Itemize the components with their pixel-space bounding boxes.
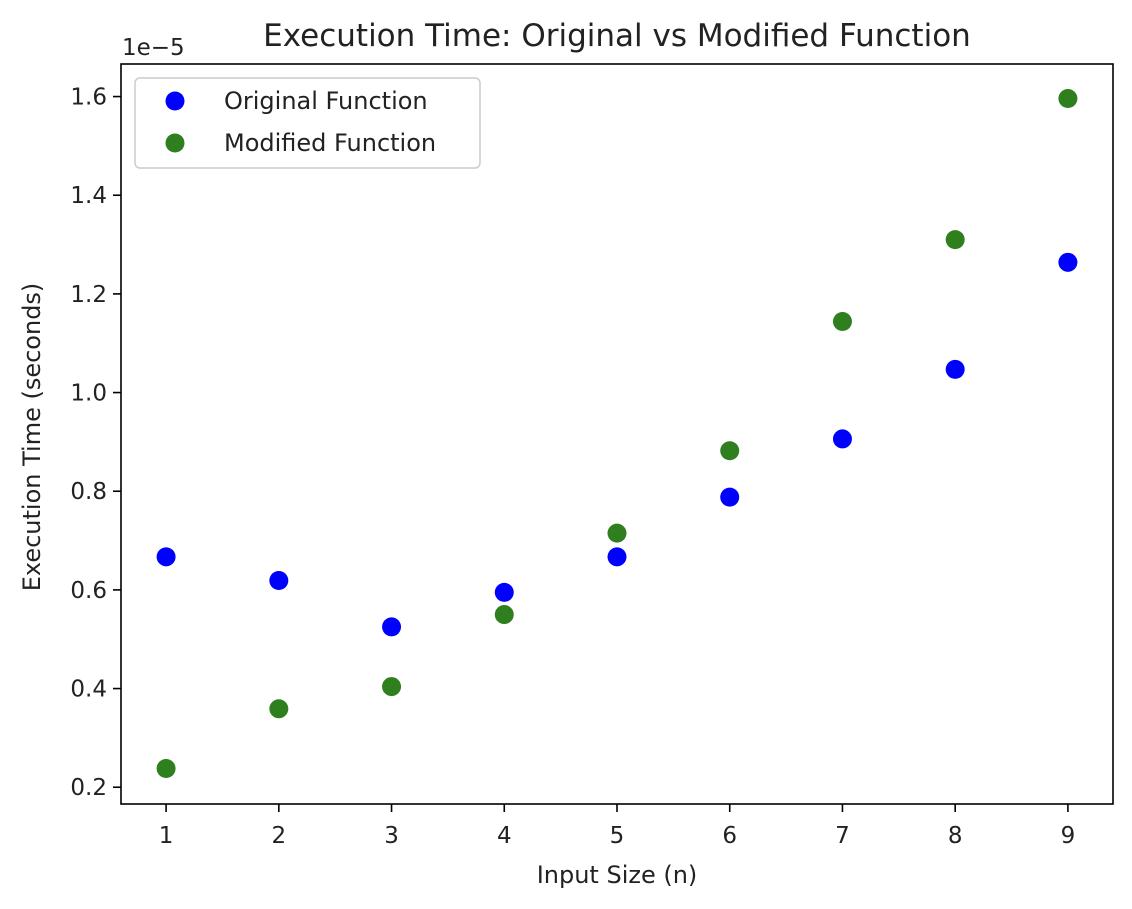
data-point-modified-function <box>269 699 289 719</box>
data-point-modified-function <box>720 441 740 461</box>
y-tick-label: 0.8 <box>70 479 107 505</box>
data-point-original-function <box>156 547 176 567</box>
x-tick-label: 1 <box>159 823 174 849</box>
data-point-original-function <box>720 487 740 507</box>
legend-marker <box>165 133 185 153</box>
y-tick-label: 1.0 <box>70 381 107 407</box>
x-tick-label: 9 <box>1061 823 1076 849</box>
data-point-modified-function <box>832 312 852 332</box>
data-point-original-function <box>269 571 289 591</box>
data-point-original-function <box>382 617 402 637</box>
data-point-modified-function <box>494 605 514 625</box>
x-tick-label: 6 <box>722 823 737 849</box>
data-point-original-function <box>494 582 514 602</box>
plot-area: 1 2 3 4 5 6 7 8 9 0.2 0.4 0.6 0.8 1.0 1.2 1.4 1.6 Origina… <box>70 63 1114 849</box>
y-tick-label: 1.2 <box>70 282 107 308</box>
y-axis-label: Execution Time (seconds) <box>18 283 46 592</box>
plot-frame <box>120 63 1114 805</box>
data-point-original-function <box>945 359 965 379</box>
data-point-modified-function <box>945 230 965 250</box>
y-tick-label: 1.6 <box>70 85 107 111</box>
legend-label: Original Function <box>224 87 428 115</box>
x-tick-label: 7 <box>835 823 850 849</box>
y-tick-label: 1.4 <box>70 183 107 209</box>
data-point-modified-function <box>607 523 627 543</box>
data-point-modified-function <box>382 677 402 697</box>
data-point-original-function <box>607 547 627 567</box>
x-tick-label: 4 <box>497 823 512 849</box>
x-tick-label: 5 <box>610 823 625 849</box>
y-tick-label: 0.4 <box>70 677 107 703</box>
legend-box <box>134 77 481 169</box>
data-point-modified-function <box>156 758 176 778</box>
y-tick-label: 0.6 <box>70 578 107 604</box>
legend-marker <box>165 91 185 111</box>
x-tick-label: 3 <box>384 823 399 849</box>
data-point-original-function <box>1058 252 1078 272</box>
x-tick-label: 8 <box>948 823 963 849</box>
x-tick-label: 2 <box>271 823 286 849</box>
x-axis-label: Input Size (n) <box>537 861 698 889</box>
y-tick-label: 0.2 <box>70 775 107 801</box>
data-point-original-function <box>832 429 852 449</box>
data-point-modified-function <box>1058 89 1078 109</box>
legend-label: Modified Function <box>224 129 436 157</box>
y-axis-offset-label: 1e−5 <box>122 35 185 61</box>
chart-title: Execution Time: Original vs Modified Fun… <box>263 18 971 54</box>
